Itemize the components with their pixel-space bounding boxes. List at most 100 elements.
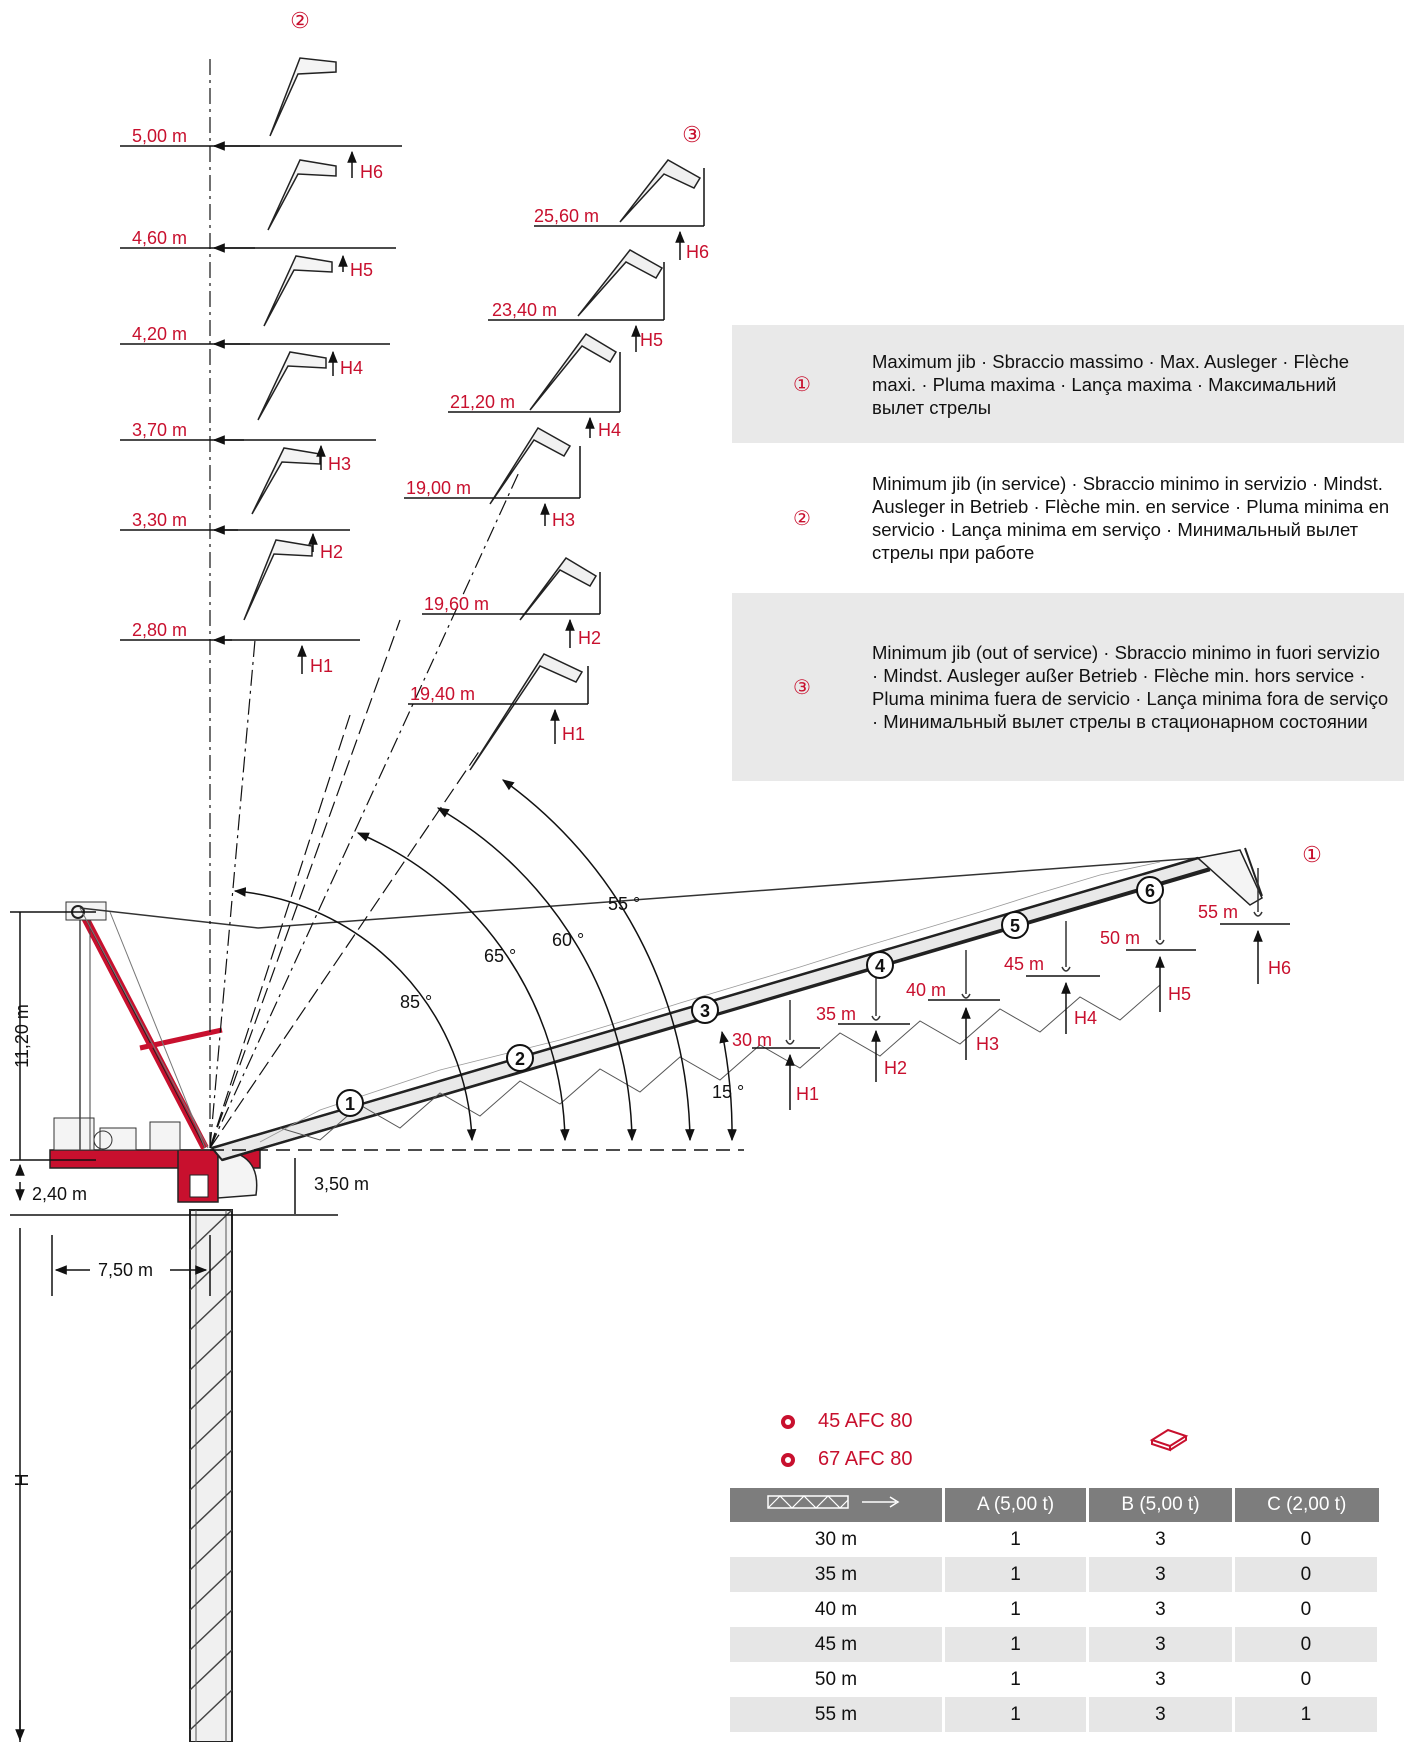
angle-85: 85 °	[400, 992, 432, 1012]
b-cell: 3	[1087, 1522, 1235, 1557]
jib-length-55: 55 m	[1198, 902, 1238, 922]
table-header-row: A (5,00 t) B (5,00 t) C (2,00 t)	[730, 1488, 1379, 1522]
legend-text: Minimum jib (out of service) · Sbraccio …	[872, 642, 1389, 732]
b-cell: 3	[1087, 1627, 1235, 1662]
dim-7-50: 7,50 m	[98, 1260, 153, 1280]
marker-min-in-service: ②	[290, 8, 310, 33]
marker-max-jib: ①	[1302, 842, 1322, 867]
jib-lattice-icon	[767, 1495, 900, 1509]
slewing-platform	[49, 1117, 261, 1203]
jib-cell: 30 m	[730, 1522, 945, 1557]
jib-cell: 40 m	[730, 1592, 945, 1627]
a-cell: 1	[943, 1557, 1090, 1592]
counterweight-block-icon	[1149, 1428, 1189, 1452]
dim-11-20: 11,20 m	[12, 1004, 32, 1068]
legend-panel: ① Maximum jib · Sbraccio massimo · Max. …	[732, 325, 1404, 781]
radius-label-left-5: 3,30 m	[132, 510, 187, 530]
col-header-b: B (5,00 t)	[1087, 1488, 1235, 1522]
height-label-left-h3: H3	[328, 454, 351, 474]
height-label-mid-h1: H1	[562, 724, 585, 744]
mechanism-label-1: 45 AFC 80	[818, 1410, 913, 1432]
a-cell: 1	[943, 1522, 1090, 1557]
height-label-mid-h4: H4	[598, 420, 621, 440]
radius-label-mid-3: 21,20 m	[450, 392, 515, 412]
b-cell: 3	[1087, 1557, 1235, 1592]
height-label-left-h4: H4	[340, 358, 363, 378]
jib-cell: 35 m	[730, 1557, 945, 1592]
tower-mast	[189, 1209, 233, 1742]
a-cell: 1	[943, 1662, 1090, 1697]
radius-label-left-3: 4,20 m	[132, 324, 187, 344]
legend-text: Maximum jib · Sbraccio massimo · Max. Au…	[872, 350, 1350, 418]
height-label-left-h2: H2	[320, 542, 343, 562]
height-label-left-h5: H5	[350, 260, 373, 280]
angle-60: 60 °	[552, 930, 584, 950]
hoist-mechanism-icon	[781, 1415, 795, 1429]
angle-15: 15 °	[712, 1082, 744, 1102]
a-frame	[65, 901, 259, 1150]
hoist-mechanism-icon	[781, 1453, 795, 1467]
height-label-left-h6: H6	[360, 162, 383, 182]
segment-number-3: 3	[700, 1001, 710, 1021]
radius-label-mid-4: 19,00 m	[406, 478, 471, 498]
height-label-main-h6: H6	[1268, 958, 1291, 978]
radius-label-left-2: 4,60 m	[132, 228, 187, 248]
col-header-a: A (5,00 t)	[943, 1488, 1090, 1522]
segment-number-5: 5	[1010, 916, 1020, 936]
jib-length-40: 40 m	[906, 980, 946, 1000]
a-cell: 1	[943, 1592, 1090, 1627]
radius-label-mid-1: 25,60 m	[534, 206, 599, 226]
radius-label-mid-5: 19,60 m	[424, 594, 489, 614]
jib-icon-header	[730, 1488, 945, 1522]
radius-label-mid-6: 19,40 m	[410, 684, 475, 704]
jib-length-30: 30 m	[732, 1030, 772, 1050]
jib-length-35: 35 m	[816, 1004, 856, 1024]
c-cell: 0	[1233, 1592, 1381, 1627]
height-label-main-h1: H1	[796, 1084, 819, 1104]
segment-number-2: 2	[515, 1049, 525, 1069]
jib-cell: 50 m	[730, 1662, 945, 1697]
mechanism-label-2: 67 AFC 80	[818, 1448, 913, 1470]
radius-label-left-4: 3,70 m	[132, 420, 187, 440]
dim-2-40: 2,40 m	[32, 1184, 87, 1204]
min-jib-in-service-positions	[243, 57, 337, 621]
angle-arcs	[233, 779, 737, 1142]
segment-number-4: 4	[875, 956, 885, 976]
jib-length-50: 50 m	[1100, 928, 1140, 948]
radius-label-mid-2: 23,40 m	[492, 300, 557, 320]
height-label-mid-h3: H3	[552, 510, 575, 530]
legend-row-max-jib: ① Maximum jib · Sbraccio massimo · Max. …	[732, 325, 1404, 443]
legend-marker: ①	[793, 373, 811, 396]
angle-55: 55 °	[608, 894, 640, 914]
b-cell: 3	[1087, 1662, 1235, 1697]
height-label-main-h3: H3	[976, 1034, 999, 1054]
radius-label-left-1: 5,00 m	[132, 126, 187, 146]
height-label-main-h2: H2	[884, 1058, 907, 1078]
legend-row-min-in-service: ② Minimum jib (in service) · Sbraccio mi…	[732, 443, 1404, 593]
segment-number-6: 6	[1145, 881, 1155, 901]
legend-text: Minimum jib (in service) · Sbraccio mini…	[872, 473, 1390, 563]
jib-cell: 45 m	[730, 1627, 945, 1662]
radius-label-left-6: 2,80 m	[132, 620, 187, 640]
b-cell: 3	[1087, 1697, 1235, 1732]
c-cell: 1	[1233, 1697, 1381, 1732]
height-label-left-h1: H1	[310, 656, 333, 676]
marker-min-out-of-service: ③	[682, 122, 702, 147]
legend-marker: ③	[793, 676, 811, 699]
vertical-dims	[10, 911, 338, 1742]
height-label-mid-h5: H5	[640, 330, 663, 350]
main-jib-hooks	[785, 868, 1263, 1045]
dim-h: H	[12, 1474, 32, 1487]
main-jib	[210, 847, 1263, 1162]
a-cell: 1	[943, 1697, 1090, 1732]
legend-row-min-out-of-service: ③ Minimum jib (out of service) · Sbracci…	[732, 593, 1404, 781]
c-cell: 0	[1233, 1662, 1381, 1697]
angle-65: 65 °	[484, 946, 516, 966]
jib-cell: 55 m	[730, 1697, 945, 1732]
